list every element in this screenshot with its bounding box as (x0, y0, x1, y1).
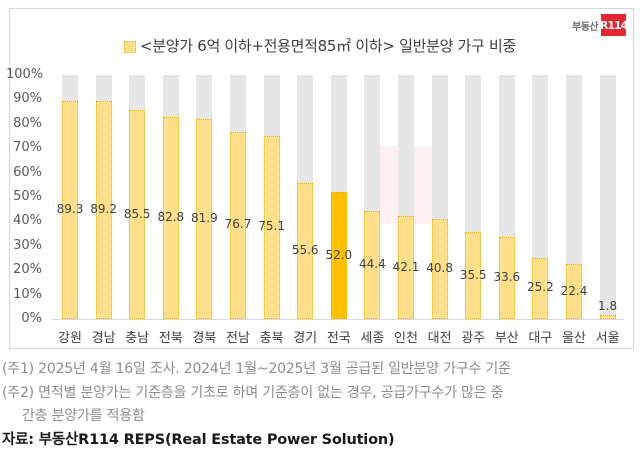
bar-부산 (498, 237, 515, 319)
x-tick-label: 세종 (360, 331, 385, 346)
bar-경북 (196, 119, 213, 319)
y-tick-label: 90% (13, 91, 42, 107)
bar-서울 (599, 314, 616, 319)
bar-value-label: 22.4 (560, 283, 588, 298)
x-tick-label: 충북 (259, 331, 284, 346)
y-tick-label: 0% (21, 311, 42, 326)
bar-value-label: 82.8 (157, 209, 185, 224)
chart-legend: <분양가 6억 이하+전용면적85㎡ 이하> 일반분양 가구 비중 (0, 35, 640, 56)
logo-text: 부동산 (572, 21, 599, 33)
bar-value-label: 44.4 (359, 256, 386, 271)
bar-충남 (129, 110, 146, 319)
bar-value-label: 33.6 (493, 270, 521, 284)
bar-대구 (532, 257, 549, 319)
footnote-1: (주1) 2025년 4월 16일 조사. 2024년 1월~2025년 3월 … (2, 361, 511, 377)
y-tick-label: 100% (6, 67, 44, 82)
bar-강원 (62, 101, 78, 319)
y-tick-label: 40% (13, 213, 42, 229)
bar-value-label: 25.2 (527, 280, 554, 295)
x-tick-label: 충남 (125, 331, 150, 346)
y-tick-label: 70% (13, 140, 42, 156)
x-tick-label: 강원 (58, 331, 82, 346)
chart-frame (9, 8, 634, 349)
bar-background (599, 75, 616, 319)
bar-value-label: 89.2 (90, 202, 117, 217)
bar-충북 (263, 135, 280, 319)
bar-value-label: 81.9 (191, 211, 218, 226)
logo-badge: R114 (600, 14, 628, 36)
y-tick-label: 10% (13, 286, 42, 302)
bar-value-label: 85.5 (123, 206, 151, 221)
x-tick-label: 대구 (528, 331, 553, 346)
x-axis-line (52, 319, 624, 320)
footnote-2-continued: 간층 분양가를 적용함 (22, 408, 145, 424)
bar-value-label: 1.8 (598, 298, 618, 313)
x-tick-label: 전국 (326, 331, 351, 346)
bar-background (566, 75, 582, 319)
bar-세종 (364, 210, 381, 319)
bar-value-label: 35.5 (459, 267, 487, 282)
bar-경기 (297, 183, 314, 319)
bar-대전 (431, 219, 448, 319)
x-tick-label: 경기 (293, 331, 318, 346)
bar-경남 (95, 101, 112, 319)
x-tick-label: 부산 (494, 331, 519, 346)
bar-광주 (465, 232, 482, 319)
x-tick-label: 광주 (461, 331, 486, 346)
footnote-2: (주2) 면적별 분양가는 기준층을 기초로 하며 기준층이 없는 경우, 공급… (2, 385, 504, 401)
legend-label: <분양가 6억 이하+전용면적85㎡ 이하> 일반분양 가구 비중 (139, 37, 517, 55)
x-tick-label: 인천 (394, 331, 418, 346)
bar-울산 (566, 264, 582, 319)
bar-value-label: 76.7 (224, 217, 252, 232)
bar-전국 (330, 192, 347, 319)
x-tick-label: 경남 (91, 331, 116, 346)
x-tick-label: 서울 (595, 331, 620, 346)
bar-인천 (398, 216, 414, 319)
y-tick-label: 20% (13, 262, 42, 278)
source-caption: 자료: 부동산R114 REPS(Real Estate Power Solut… (2, 432, 395, 448)
y-tick-label: 60% (13, 164, 42, 180)
legend-swatch (123, 40, 136, 53)
bar-value-label: 55.6 (291, 243, 319, 258)
y-tick-label: 50% (13, 189, 42, 204)
r114-logo: 부동산 R114 (572, 14, 628, 36)
x-tick-label: 전북 (158, 331, 183, 346)
bar-value-label: 75.1 (258, 219, 285, 234)
x-tick-label: 대전 (427, 331, 452, 346)
y-tick-label: 80% (13, 115, 42, 131)
bar-전남 (230, 131, 246, 319)
y-tick-label: 30% (13, 237, 42, 253)
bar-value-label: 42.1 (392, 259, 420, 274)
x-tick-label: 경북 (192, 331, 217, 346)
bar-전북 (162, 116, 179, 319)
bar-value-label: 89.3 (56, 202, 84, 217)
bar-value-label: 40.8 (426, 261, 453, 276)
x-tick-label: 울산 (562, 331, 586, 346)
bar-value-label: 52.0 (325, 247, 353, 262)
x-tick-label: 전남 (226, 331, 250, 346)
